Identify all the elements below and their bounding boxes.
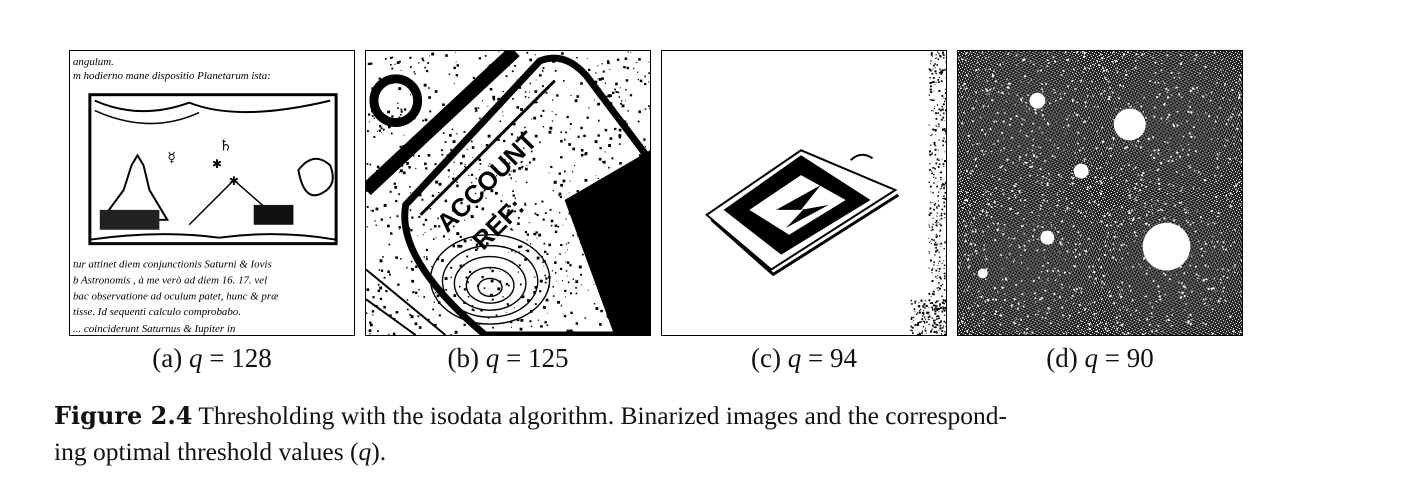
svg-text:☿: ☿ [167, 150, 176, 166]
figure-caption-var: q [358, 437, 372, 466]
subcaption-label: (c) [751, 343, 781, 373]
subcaption-eq: = [1104, 343, 1120, 373]
figure-caption-text: ). [371, 437, 387, 466]
subcaption-label: (a) [152, 343, 183, 373]
panel-a-text-line: angulum. [73, 56, 114, 68]
figure-caption-line-2: ing optimal threshold values (q). [54, 434, 1284, 470]
figure-caption-text: Thresholding with the isodata algorithm.… [198, 401, 1008, 430]
subcaption-eq: = [506, 343, 522, 373]
panel-a-text-line: tisse. Id sequenti calculo comprobabo. [73, 306, 241, 318]
panel-c-image [661, 50, 947, 336]
subcaption-var: q [1084, 343, 1099, 373]
subcaption-var: q [485, 343, 500, 373]
panel-d-image [957, 50, 1243, 336]
svg-text:✱: ✱ [229, 174, 239, 188]
figure-caption-line-1: Figure 2.4 Thresholding with the isodata… [54, 398, 1284, 434]
figure-caption: Figure 2.4 Thresholding with the isodata… [54, 398, 1284, 470]
panel-a-text-line: tur attinet diem conjunctionis Saturni &… [73, 258, 272, 270]
subcaption-eq: = [209, 343, 225, 373]
subcaption-eq: = [807, 343, 824, 373]
subcaption-b: (b) q = 125 [365, 343, 651, 374]
subcaption-value: 128 [231, 343, 272, 373]
subcaption-value: 94 [829, 343, 857, 373]
panel-a-text-line: m hodierno mane dispositio Planetarum is… [73, 70, 271, 82]
panel-a-image: angulum. m hodierno mane dispositio Plan… [69, 50, 355, 336]
panel-a-text-line: ... coinciderunt Saturnus & Iupiter in [73, 323, 235, 335]
panel-b-image: ACCOUNT REF: [365, 50, 651, 336]
figure-caption-text: ing optimal threshold values ( [54, 437, 359, 466]
subcaption-c: (c) q = 94 [661, 343, 947, 374]
svg-text:♄: ♄ [219, 136, 232, 154]
subcaption-value: 90 [1126, 343, 1154, 373]
panel-a-text-line: b Astronomis , à me verò ad diem 16. 17.… [73, 274, 267, 286]
subcaption-d: (d) q = 90 [957, 343, 1243, 374]
figure-label: Figure 2.4 [54, 401, 193, 430]
panel-a-text-line: bac observatione ad oculum patet, hunc &… [73, 290, 279, 302]
subcaption-label: (b) [447, 343, 479, 373]
subcaption-label: (d) [1046, 343, 1078, 373]
subcaption-a: (a) q = 128 [69, 343, 355, 374]
subcaption-var: q [188, 343, 203, 373]
subcaption-value: 125 [527, 343, 569, 373]
subcaption-var: q [787, 343, 802, 373]
svg-text:✱: ✱ [212, 157, 222, 171]
